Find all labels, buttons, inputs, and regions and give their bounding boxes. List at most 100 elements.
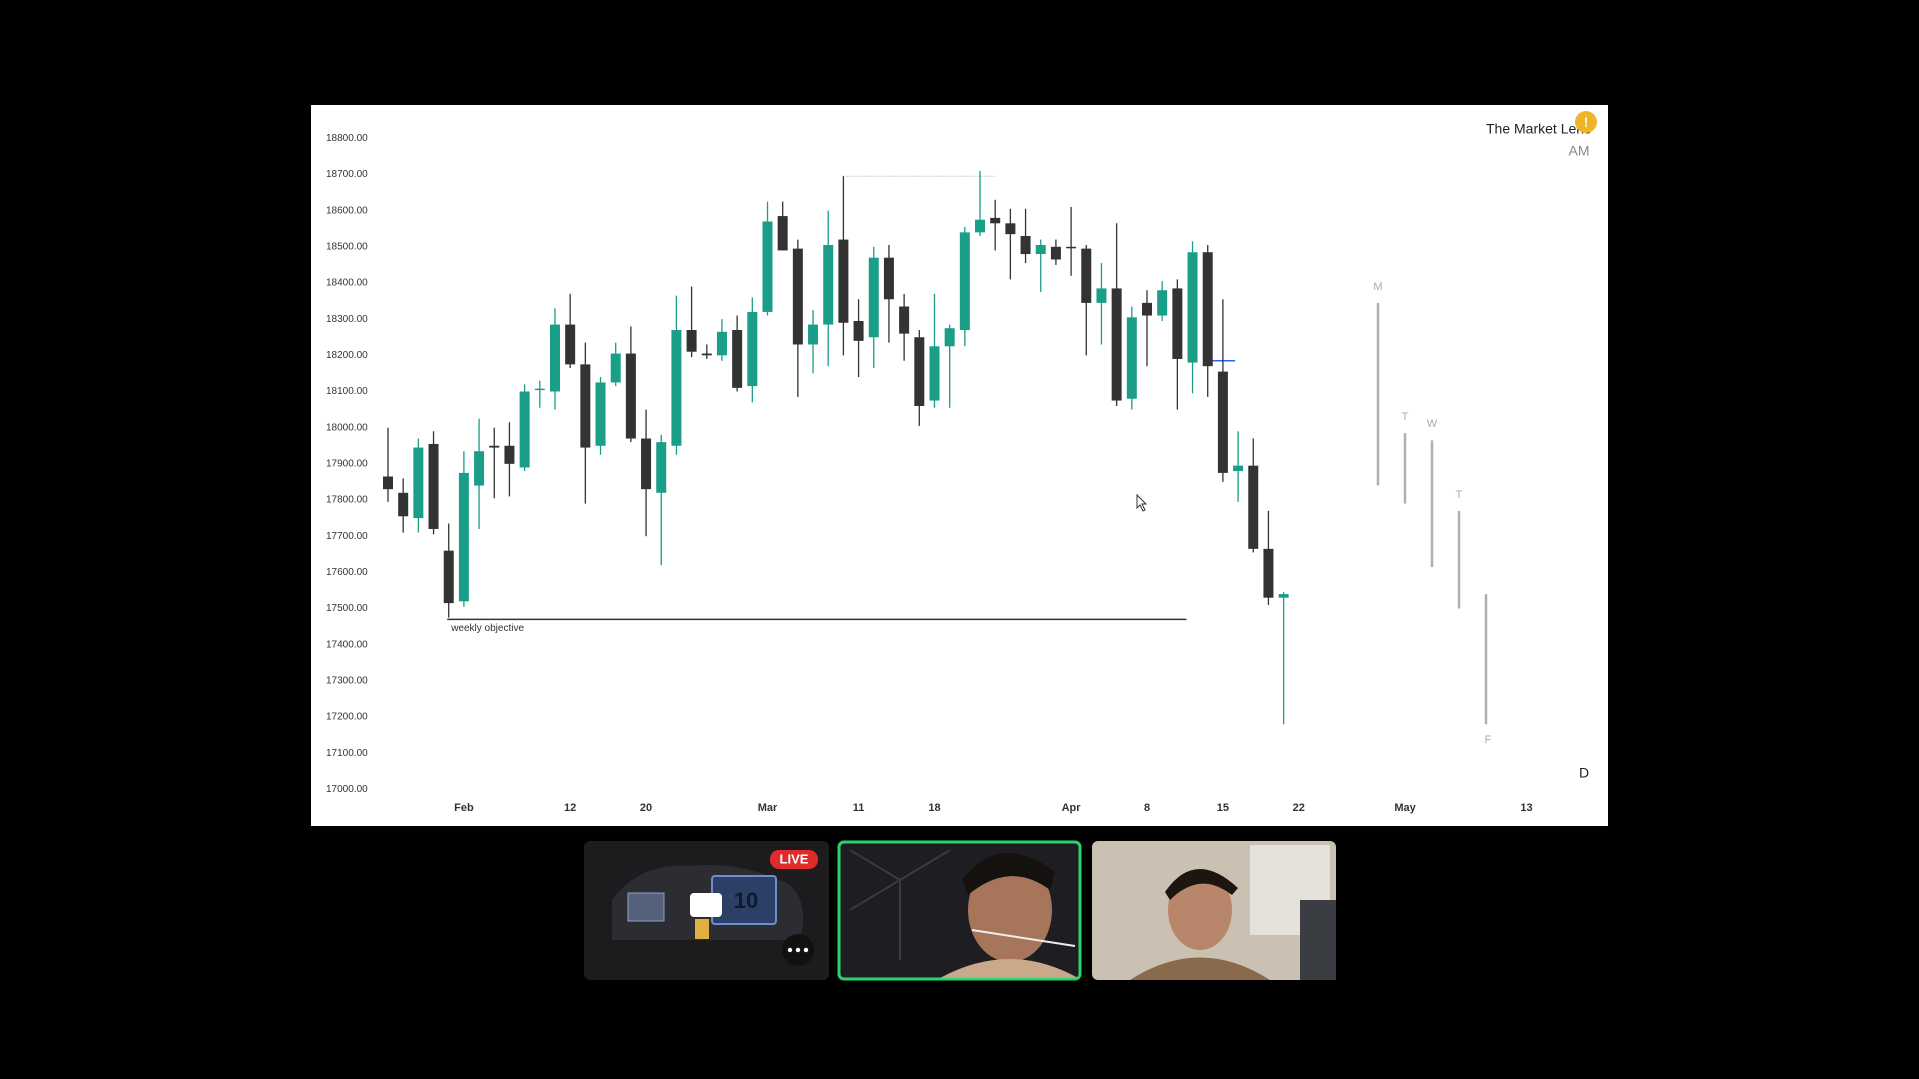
candle-body — [1081, 248, 1092, 303]
person-face — [1168, 870, 1232, 950]
candle-body — [1278, 594, 1289, 598]
candle-body — [944, 328, 955, 347]
candle-body — [1111, 288, 1122, 401]
illustration-bubble — [690, 893, 722, 917]
candle-body — [671, 330, 682, 446]
x-tick-label: 8 — [1144, 802, 1150, 814]
session-label: AM — [1569, 143, 1590, 159]
warning-badge[interactable] — [1575, 111, 1597, 133]
level-label: weekly objective — [450, 623, 524, 634]
session-range-label: T — [1456, 489, 1463, 501]
y-tick-label: 18100.00 — [326, 386, 368, 397]
session-range-label: M — [1373, 281, 1382, 293]
session-range-label: W — [1427, 418, 1438, 430]
timeframe-label: D — [1579, 765, 1589, 781]
candle-body — [1202, 252, 1213, 367]
more-dot — [795, 947, 801, 953]
x-tick-label: 15 — [1217, 802, 1229, 814]
more-dot — [803, 947, 809, 953]
person-shirt — [1130, 957, 1270, 980]
session-range-label: F — [1485, 734, 1492, 746]
candle-body — [732, 330, 743, 388]
candle-body — [1187, 252, 1198, 363]
person-hair — [962, 852, 1055, 895]
y-tick-label: 18300.00 — [326, 314, 368, 325]
y-tick-label: 18200.00 — [326, 350, 368, 361]
candle-body — [656, 442, 667, 493]
cursor — [1136, 493, 1148, 512]
session-range-label: T — [1402, 411, 1409, 423]
candle-body — [1066, 246, 1077, 249]
candle-body — [929, 346, 940, 401]
y-tick-label: 17800.00 — [326, 495, 368, 506]
chart-owner: The Market Lens — [1486, 121, 1591, 137]
video-tile-host[interactable]: 10 LIVE — [584, 841, 829, 980]
y-tick-label: 17400.00 — [326, 639, 368, 650]
candle-body — [625, 353, 636, 439]
y-tick-label: 18000.00 — [326, 422, 368, 433]
candle-body — [1096, 288, 1107, 303]
monitor-number: 10 — [734, 888, 758, 913]
x-tick-label: Mar — [758, 802, 778, 814]
room-chair — [1300, 900, 1336, 980]
candle-body — [595, 382, 606, 446]
y-tick-label: 17600.00 — [326, 567, 368, 578]
y-tick-label: 17100.00 — [326, 748, 368, 759]
candle-body — [474, 451, 485, 486]
candle-body — [914, 337, 925, 406]
candle-body — [762, 221, 773, 312]
candle-body — [398, 492, 409, 517]
candle-body — [1217, 371, 1228, 473]
y-tick-label: 17300.00 — [326, 676, 368, 687]
candle-body — [1005, 223, 1016, 235]
candle-body — [458, 472, 469, 602]
candle-body — [580, 364, 591, 448]
candle-body — [534, 388, 545, 391]
candle-body — [747, 311, 758, 387]
x-tick-label: 11 — [853, 802, 865, 814]
candle-body — [504, 445, 515, 464]
video-tile-guest[interactable] — [1092, 841, 1336, 980]
candle-body — [808, 324, 819, 345]
live-badge-text: LIVE — [780, 851, 809, 866]
candle-body — [838, 239, 849, 323]
candle-body — [489, 445, 500, 448]
candle-body — [610, 353, 621, 383]
x-tick-label: May — [1394, 802, 1416, 814]
candle-body — [853, 320, 864, 341]
y-tick-label: 18800.00 — [326, 133, 368, 144]
candle-body — [823, 245, 834, 325]
candle-body — [686, 330, 697, 352]
candle-body — [1233, 465, 1244, 472]
candle-body — [1157, 290, 1168, 316]
person-shirt — [940, 959, 1078, 978]
x-tick-label: 22 — [1293, 802, 1305, 814]
candle-body — [792, 248, 803, 345]
y-tick-label: 18400.00 — [326, 278, 368, 289]
illustration-chair — [627, 892, 665, 922]
person-hair — [1165, 868, 1238, 900]
candle-body — [975, 219, 986, 233]
candle-body — [443, 550, 454, 604]
x-tick-label: Feb — [454, 802, 474, 814]
candle-body — [641, 438, 652, 490]
candle-body — [899, 306, 910, 334]
x-tick-label: Apr — [1062, 802, 1082, 814]
candle-body — [383, 476, 393, 490]
x-tick-label: 13 — [1520, 802, 1532, 814]
candle-body — [1263, 548, 1274, 598]
candle-body — [1172, 288, 1183, 359]
y-tick-label: 17200.00 — [326, 712, 368, 723]
candle-body — [1050, 246, 1061, 260]
more-dot — [787, 947, 793, 953]
candle-body — [428, 443, 439, 529]
headset-mic — [971, 929, 1076, 947]
y-tick-label: 17500.00 — [326, 603, 368, 614]
candle-body — [868, 257, 879, 338]
candle-body — [1126, 317, 1137, 399]
illustration-cup — [695, 919, 709, 939]
candle-body — [519, 391, 530, 468]
y-tick-label: 18600.00 — [326, 205, 368, 216]
video-tile-speaker[interactable] — [837, 840, 1082, 981]
